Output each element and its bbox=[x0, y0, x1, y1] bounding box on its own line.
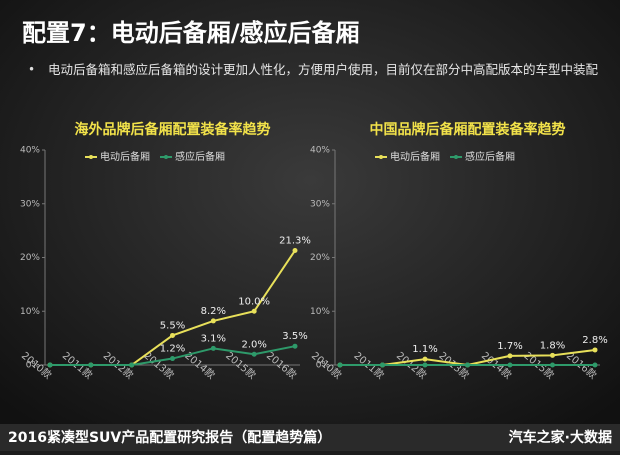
y-tick-label: 0% bbox=[26, 361, 41, 371]
data-point bbox=[550, 362, 555, 368]
data-point bbox=[251, 351, 257, 357]
footer-right: 汽车之家·大数据 bbox=[509, 429, 612, 446]
data-point bbox=[170, 356, 175, 362]
bullet-dot: • bbox=[28, 63, 35, 77]
y-tick-label: 20% bbox=[20, 253, 40, 263]
data-label: 10.0% bbox=[238, 296, 270, 307]
data-point bbox=[88, 362, 94, 368]
data-point bbox=[507, 362, 513, 368]
data-label: 1.2% bbox=[160, 344, 185, 355]
data-point bbox=[129, 362, 135, 368]
data-point bbox=[292, 248, 298, 254]
data-point bbox=[380, 362, 385, 368]
data-label: 21.3% bbox=[279, 236, 311, 247]
y-tick-label: 0% bbox=[316, 361, 331, 371]
data-label: 1.7% bbox=[497, 341, 522, 352]
data-point bbox=[170, 332, 175, 338]
bullet-box: 电动后备箱和感应后备箱的设计更加人性化，方便用户使用，目前仅在部分中高配版本的车… bbox=[48, 62, 599, 77]
bullet-text: 电动后备箱和感应后备箱的设计更加人性化，方便用户使用，目前仅在部分中高配版本的车… bbox=[48, 62, 599, 77]
data-label: 5.5% bbox=[160, 320, 185, 331]
legend-marker bbox=[89, 155, 93, 159]
data-label: 2.0% bbox=[241, 339, 266, 350]
y-tick-label: 10% bbox=[310, 307, 330, 317]
data-point bbox=[465, 362, 470, 368]
data-point bbox=[422, 362, 428, 368]
data-point bbox=[251, 308, 257, 314]
legend-label: 电动后备厢 bbox=[390, 150, 440, 163]
data-point bbox=[210, 318, 216, 324]
chart-title: 海外品牌后备厢配置装备率趋势 bbox=[75, 121, 271, 138]
chart-title: 中国品牌后备厢配置装备率趋势 bbox=[370, 121, 566, 138]
legend-marker bbox=[164, 155, 168, 159]
legend-label: 感应后备厢 bbox=[175, 150, 225, 163]
data-label: 1.8% bbox=[540, 340, 565, 351]
y-tick-label: 30% bbox=[310, 199, 330, 209]
data-point bbox=[292, 343, 298, 349]
legend-marker bbox=[454, 155, 458, 159]
footer-bar bbox=[0, 424, 620, 451]
data-label: 3.1% bbox=[201, 333, 226, 344]
legend-marker bbox=[379, 155, 383, 159]
data-label: 8.2% bbox=[201, 306, 226, 317]
slide-title: 配置7：电动后备厢/感应后备厢 bbox=[22, 19, 359, 47]
data-point bbox=[210, 345, 216, 351]
y-tick-label: 40% bbox=[310, 146, 330, 156]
data-point bbox=[422, 356, 428, 362]
data-point bbox=[592, 362, 598, 368]
data-label: 2.8% bbox=[582, 335, 607, 346]
legend-label: 感应后备厢 bbox=[465, 150, 515, 163]
y-tick-label: 30% bbox=[20, 199, 40, 209]
data-point bbox=[337, 362, 343, 368]
data-label: 3.5% bbox=[282, 331, 307, 342]
y-tick-label: 40% bbox=[20, 146, 40, 156]
data-point bbox=[550, 352, 555, 358]
footer-left: 2016紧凑型SUV产品配置研究报告（配置趋势篇） bbox=[8, 429, 331, 446]
data-label: 1.1% bbox=[412, 344, 437, 355]
data-point bbox=[507, 353, 513, 359]
legend-label: 电动后备厢 bbox=[100, 150, 150, 163]
data-point bbox=[47, 362, 53, 368]
y-tick-label: 10% bbox=[20, 307, 40, 317]
data-point bbox=[592, 347, 598, 353]
y-tick-label: 20% bbox=[310, 253, 330, 263]
